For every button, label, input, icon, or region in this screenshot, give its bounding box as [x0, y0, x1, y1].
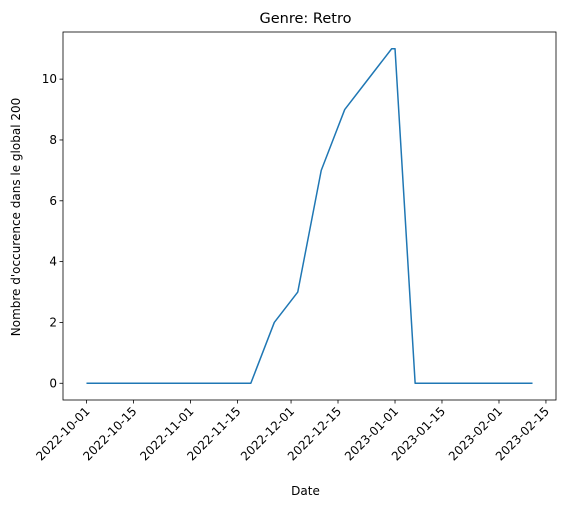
plot-frame — [62, 31, 557, 401]
y-tick-label: 2 — [49, 315, 57, 329]
y-tick-label: 4 — [49, 255, 57, 269]
y-tick-label: 10 — [42, 72, 57, 86]
y-tick-label: 0 — [49, 376, 57, 390]
y-tick-label: 8 — [49, 133, 57, 147]
series-line — [86, 47, 533, 385]
y-axis-ticks: 0 2 4 6 8 10 — [42, 72, 63, 390]
chart-title: Genre: Retro — [260, 11, 352, 27]
y-tick-label: 6 — [49, 194, 57, 208]
y-axis-label: Nombre d'occurence dans le global 200 — [9, 98, 23, 337]
x-axis-label: Date — [291, 484, 320, 498]
plot-area — [62, 31, 557, 401]
x-axis-ticks: 2022-10-012022-10-152022-11-012022-11-15… — [33, 400, 552, 463]
